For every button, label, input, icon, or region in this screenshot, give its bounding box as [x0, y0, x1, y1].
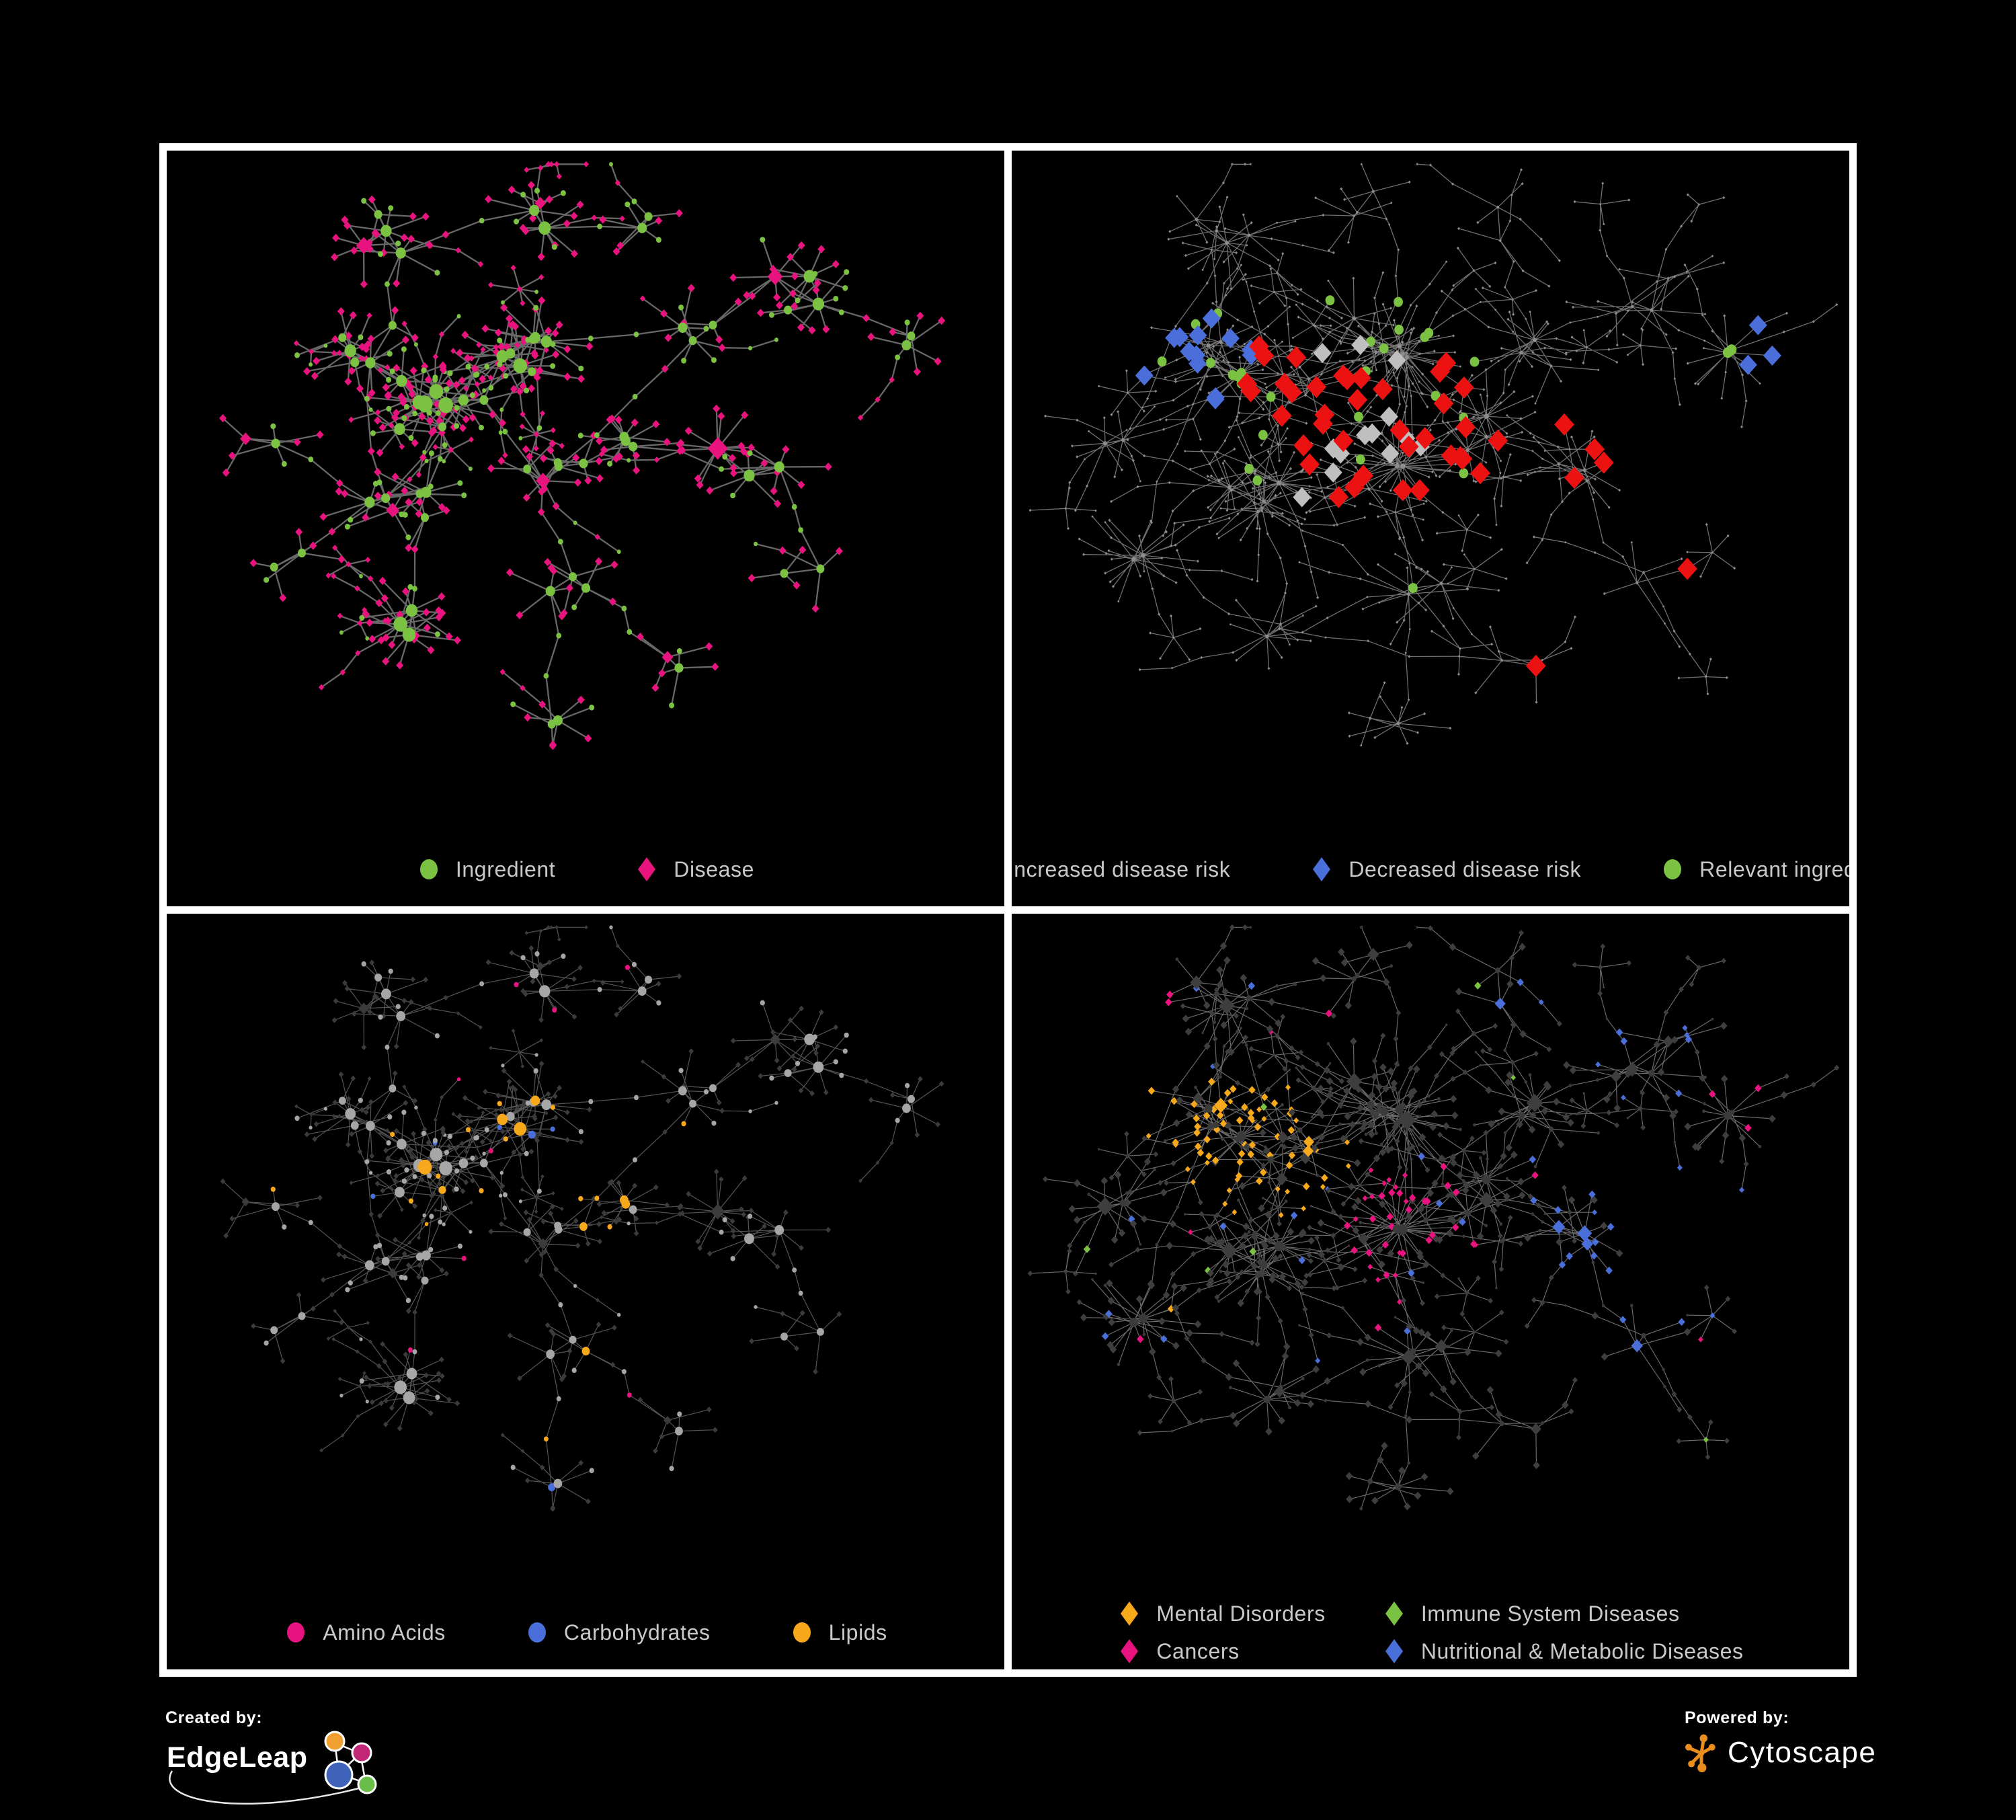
legend-diamond-icon	[1121, 1639, 1139, 1663]
legend-item: Increased disease risk	[1012, 856, 1230, 883]
edgeleap-node-blue	[324, 1760, 354, 1790]
legend-ingredient-disease: Ingredient Disease	[167, 832, 1004, 906]
edgeleap-swoosh	[169, 1770, 364, 1805]
edgeleap-node-green	[357, 1774, 377, 1794]
legend-label: Amino Acids	[323, 1620, 446, 1645]
legend-nutrient-classes: Amino Acids Carbohydrates Lipids	[167, 1595, 1004, 1669]
legend-item: Relevant ingredient	[1660, 856, 1849, 883]
legend-label: Carbohydrates	[563, 1620, 711, 1645]
panel-disease-classes: Mental Disorders Immune System Diseases Ca…	[1012, 914, 1849, 1669]
panel-nutrient-classes: Amino Acids Carbohydrates Lipids	[167, 914, 1004, 1669]
legend-item: Decreased disease risk	[1309, 856, 1581, 883]
legend-disease-classes: Mental Disorders Immune System Diseases Ca…	[1012, 1595, 1849, 1669]
legend-circle-icon	[1664, 859, 1682, 879]
legend-circle-icon	[419, 859, 438, 879]
legend-label: Increased disease risk	[1012, 857, 1231, 881]
legend-item: Cancers	[1117, 1638, 1325, 1665]
legend-label: Mental Disorders	[1156, 1601, 1326, 1626]
legend-label: Immune System Diseases	[1420, 1601, 1680, 1626]
network-disease-classes	[1027, 924, 1840, 1511]
network-nutrient-classes	[220, 925, 944, 1512]
network-ingredient-disease	[219, 161, 946, 750]
cytoscape-logo-text: Cytoscape	[1728, 1736, 1877, 1769]
network-nodes	[1027, 924, 1840, 1511]
panel-ingredient-disease: Ingredient Disease	[167, 151, 1004, 906]
network-nodes	[220, 925, 944, 1512]
legend-diamond-icon	[638, 857, 656, 881]
network-edges	[223, 926, 942, 1509]
edgeleap-logo-text: EdgeLeap	[167, 1741, 308, 1774]
legend-circle-icon	[793, 1622, 811, 1643]
network-edges	[1030, 163, 1837, 746]
legend-circle-icon	[287, 1622, 305, 1643]
created-by-block: Created by: EdgeLeap	[165, 1708, 515, 1806]
edgeleap-logo: EdgeLeap	[165, 1731, 515, 1806]
edgeleap-node-magenta	[351, 1742, 372, 1764]
legend-label: Disease	[674, 857, 755, 881]
legend-diamond-icon	[1385, 1639, 1403, 1663]
powered-by-block: Powered by: Cytosc	[1685, 1708, 1876, 1772]
network-edges	[222, 163, 942, 746]
legend-item: Immune System Diseases	[1382, 1600, 1744, 1627]
legend-label: Nutritional & Metabolic Diseases	[1420, 1638, 1744, 1663]
edgeleap-logo-icon	[169, 1731, 377, 1805]
panel-disease-risk: Increased disease risk Decreased disease …	[1012, 151, 1849, 906]
legend-item: Lipids	[790, 1619, 887, 1646]
panel-grid: Ingredient Disease Increased disease risk…	[159, 143, 1857, 1677]
created-by-label: Created by:	[165, 1708, 263, 1727]
legend-label: Cancers	[1156, 1638, 1240, 1663]
network-disease-risk	[1029, 163, 1839, 747]
cytoscape-logo: Cytoscape	[1685, 1733, 1876, 1772]
legend-item: Ingredient	[417, 856, 555, 883]
legend-item: Amino Acids	[284, 1619, 446, 1646]
network-nodes	[219, 161, 946, 750]
legend-label: Decreased disease risk	[1348, 857, 1582, 881]
legend-item: Mental Disorders	[1117, 1600, 1325, 1627]
cytoscape-logo-icon	[1685, 1734, 1716, 1772]
legend-label: Relevant ingredient	[1699, 857, 1849, 881]
legend-item: Carbohydrates	[525, 1619, 711, 1646]
legend-item: Nutritional & Metabolic Diseases	[1382, 1638, 1744, 1665]
edgeleap-node-orange	[324, 1731, 346, 1752]
legend-diamond-icon	[1121, 1601, 1139, 1626]
legend-item: Disease	[635, 856, 754, 883]
legend-circle-icon	[528, 1622, 546, 1643]
legend-label: Ingredient	[455, 857, 556, 881]
legend-label: Lipids	[828, 1620, 887, 1645]
legend-diamond-icon	[1313, 857, 1331, 881]
network-edges	[1030, 926, 1837, 1509]
powered-by-label: Powered by:	[1685, 1708, 1789, 1727]
network-nodes	[1029, 163, 1839, 747]
legend-diamond-icon	[1385, 1601, 1403, 1626]
legend-disease-risk: Increased disease risk Decreased disease …	[1012, 832, 1849, 906]
